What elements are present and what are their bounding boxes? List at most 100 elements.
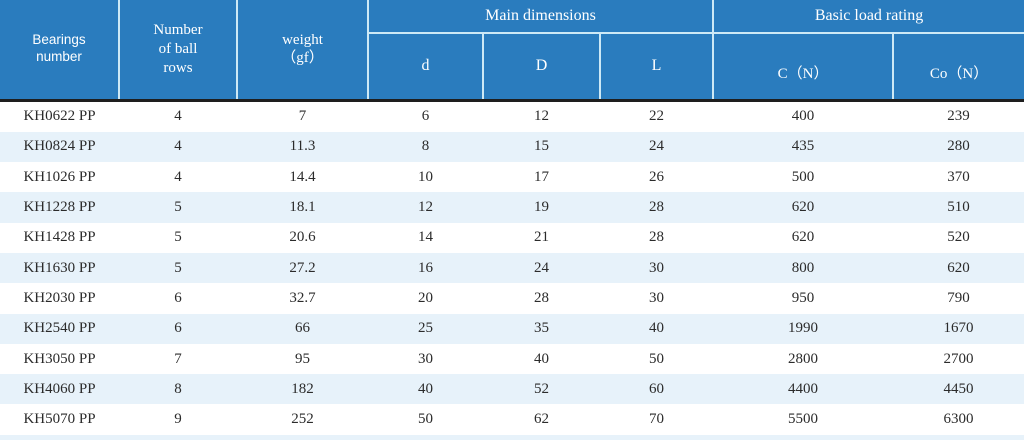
- cell-weight: 14.4: [237, 162, 368, 193]
- cell-bearings-number: KH2540 PP: [0, 313, 119, 344]
- cell-D: 17: [483, 162, 600, 193]
- col-header-bearings-number: Bearings number: [0, 0, 120, 102]
- cell-D: 62: [483, 404, 600, 435]
- cell-L: 60: [600, 374, 714, 405]
- cell-L: 30: [600, 283, 714, 314]
- cell-D: 12: [483, 100, 600, 132]
- cell-C-N: 620: [713, 222, 894, 253]
- cell-C-N: 5500: [713, 404, 894, 435]
- cell-L: 24: [600, 131, 714, 163]
- cell-C-N: 4400: [713, 374, 894, 405]
- cell-ball-rows: 5: [119, 252, 237, 284]
- cell-d: 40: [368, 374, 483, 405]
- header-sub-row: d D L C（N） Co（N）: [0, 33, 1024, 102]
- table-row: KH4060 PP 8 182 40 52 60 4400 4450: [0, 374, 1024, 405]
- group-header-basic-load-rating: Basic load rating: [713, 0, 1024, 34]
- partial-row-strip: [0, 434, 1024, 440]
- cell-ball-rows: 6: [119, 313, 237, 344]
- cell-ball-rows: 4: [119, 100, 237, 132]
- header-group-row: Bearings number Number of ball rows weig…: [0, 0, 1024, 102]
- col-header-ball-rows: Number of ball rows: [119, 0, 238, 102]
- cell-D: 28: [483, 283, 600, 314]
- table-row: KH1428 PP 5 20.6 14 21 28 620 520: [0, 222, 1024, 253]
- cell-bearings-number: KH1630 PP: [0, 252, 119, 284]
- cell-ball-rows: 4: [119, 131, 237, 163]
- cell-L: 30: [600, 252, 714, 284]
- cell-weight: 18.1: [237, 192, 368, 223]
- col-header-D: D: [483, 33, 601, 102]
- cell-weight: 7: [237, 100, 368, 132]
- cell-bearings-number: KH1228 PP: [0, 192, 119, 223]
- cell-d: 8: [368, 131, 483, 163]
- cell-D: 40: [483, 343, 600, 375]
- col-header-C-N: C（N）: [713, 33, 895, 102]
- cell-ball-rows: 9: [119, 404, 237, 435]
- cell-Co-N: 280: [893, 131, 1024, 163]
- cell-Co-N: 510: [893, 192, 1024, 223]
- table-foot: [0, 434, 1024, 440]
- cell-D: 21: [483, 222, 600, 253]
- cell-d: 14: [368, 222, 483, 253]
- table-row: KH1026 PP 4 14.4 10 17 26 500 370: [0, 162, 1024, 193]
- cell-d: 16: [368, 252, 483, 284]
- cell-Co-N: 520: [893, 222, 1024, 253]
- cell-weight: 27.2: [237, 252, 368, 284]
- cell-bearings-number: KH5070 PP: [0, 404, 119, 435]
- cell-bearings-number: KH0622 PP: [0, 100, 119, 132]
- cell-bearings-number: KH1428 PP: [0, 222, 119, 253]
- cell-bearings-number: KH2030 PP: [0, 283, 119, 314]
- cell-C-N: 950: [713, 283, 894, 314]
- cell-d: 20: [368, 283, 483, 314]
- cell-Co-N: 370: [893, 162, 1024, 193]
- table-row: KH2030 PP 6 32.7 20 28 30 950 790: [0, 283, 1024, 314]
- cell-Co-N: 4450: [893, 374, 1024, 405]
- cell-D: 15: [483, 131, 600, 163]
- cell-d: 25: [368, 313, 483, 344]
- cell-L: 28: [600, 192, 714, 223]
- cell-ball-rows: 5: [119, 222, 237, 253]
- cell-Co-N: 1670: [893, 313, 1024, 344]
- cell-D: 19: [483, 192, 600, 223]
- cell-Co-N: 239: [893, 100, 1024, 132]
- cell-d: 12: [368, 192, 483, 223]
- cell-L: 28: [600, 222, 714, 253]
- cell-C-N: 2800: [713, 343, 894, 375]
- cell-Co-N: 620: [893, 252, 1024, 284]
- cell-ball-rows: 8: [119, 374, 237, 405]
- cell-weight: 20.6: [237, 222, 368, 253]
- cell-weight: 252: [237, 404, 368, 435]
- cell-Co-N: 6300: [893, 404, 1024, 435]
- cell-D: 52: [483, 374, 600, 405]
- col-header-L: L: [600, 33, 715, 102]
- cell-D: 35: [483, 313, 600, 344]
- cell-weight: 95: [237, 343, 368, 375]
- col-header-weight: weight （gf）: [237, 0, 369, 102]
- cell-ball-rows: 6: [119, 283, 237, 314]
- cell-C-N: 620: [713, 192, 894, 223]
- table-row: KH1630 PP 5 27.2 16 24 30 800 620: [0, 252, 1024, 284]
- cell-C-N: 400: [713, 100, 894, 132]
- cell-Co-N: 2700: [893, 343, 1024, 375]
- cell-weight: 11.3: [237, 131, 368, 163]
- table-body: KH0622 PP 4 7 6 12 22 400 239 KH0824 PP 4 11.3 8 15 2…: [0, 100, 1024, 435]
- cell-bearings-number: KH1026 PP: [0, 162, 119, 193]
- cell-d: 30: [368, 343, 483, 375]
- cell-d: 50: [368, 404, 483, 435]
- cell-L: 22: [600, 100, 714, 132]
- cell-weight: 182: [237, 374, 368, 405]
- col-header-d: d: [368, 33, 484, 102]
- cell-weight: 66: [237, 313, 368, 344]
- table-header: Bearings number Number of ball rows weig…: [0, 0, 1024, 102]
- cell-bearings-number: KH3050 PP: [0, 343, 119, 375]
- group-header-main-dimensions: Main dimensions: [368, 0, 715, 34]
- col-header-Co-N: Co（N）: [893, 33, 1024, 102]
- cell-weight: 32.7: [237, 283, 368, 314]
- partial-next-row: [0, 434, 1024, 440]
- cell-C-N: 800: [713, 252, 894, 284]
- cell-bearings-number: KH4060 PP: [0, 374, 119, 405]
- cell-L: 40: [600, 313, 714, 344]
- cell-L: 70: [600, 404, 714, 435]
- table-row: KH0824 PP 4 11.3 8 15 24 435 280: [0, 131, 1024, 163]
- cell-d: 6: [368, 100, 483, 132]
